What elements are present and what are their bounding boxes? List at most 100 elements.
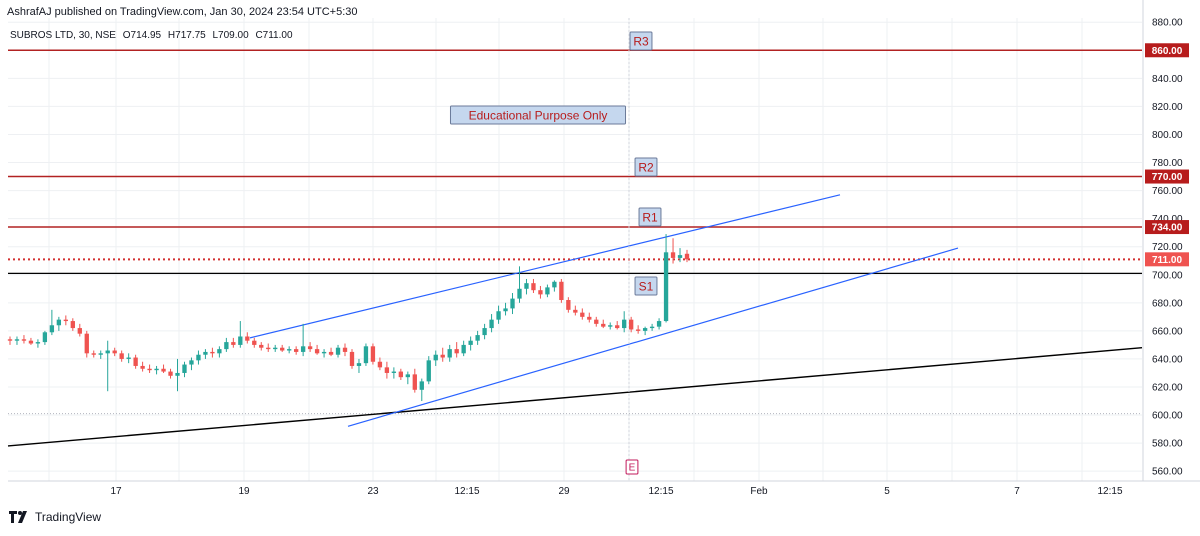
candle-body xyxy=(77,328,82,334)
candle xyxy=(384,361,390,379)
educational-note: Educational Purpose Only xyxy=(449,105,627,125)
candle-body xyxy=(622,319,627,329)
candle xyxy=(203,349,208,359)
candle xyxy=(622,311,627,333)
candle-body xyxy=(405,374,410,378)
candle xyxy=(287,346,292,354)
candle xyxy=(231,337,236,348)
candle xyxy=(84,330,89,358)
price-tag-r1: 734.00 xyxy=(1145,220,1189,235)
grid xyxy=(8,18,1142,481)
candle-body xyxy=(677,255,683,258)
footer: TradingView xyxy=(0,503,1200,531)
candle xyxy=(328,347,334,357)
candle-body xyxy=(608,325,613,327)
candle-body xyxy=(629,319,634,330)
candle xyxy=(447,344,452,362)
candle-body xyxy=(433,354,438,361)
candle xyxy=(615,321,620,330)
candle-body xyxy=(656,321,662,327)
candle xyxy=(552,280,557,292)
candle-body xyxy=(496,311,501,320)
candle xyxy=(133,354,138,369)
candle-body xyxy=(391,371,397,373)
event-marker: E xyxy=(625,459,639,475)
candle xyxy=(293,346,299,355)
candle-body xyxy=(489,319,494,329)
ohlc-open: O714.95 xyxy=(122,30,162,41)
price-tag-last-text: 711.00 xyxy=(1152,255,1182,266)
candle xyxy=(280,344,285,352)
s1-label-text: S1 xyxy=(639,279,654,293)
candle-body xyxy=(300,346,306,352)
candle xyxy=(440,347,445,362)
candle-body xyxy=(594,319,599,324)
candle-body xyxy=(217,349,222,354)
candle xyxy=(594,316,599,327)
candle-body xyxy=(566,300,571,310)
candle-body xyxy=(314,349,320,354)
channel-lower xyxy=(347,247,959,427)
price-tag-last: 711.00 xyxy=(1145,252,1189,267)
candle-body xyxy=(454,349,459,354)
candle-body xyxy=(196,354,201,361)
axes: 880.00 860.00 840.00 820.00 800.00 780.00 760.… xyxy=(8,0,1200,497)
y-tick-label: 720.00 xyxy=(1152,242,1183,253)
candle-body xyxy=(231,342,236,345)
candle xyxy=(677,248,683,263)
candle xyxy=(91,350,96,358)
candle-body xyxy=(154,368,159,371)
candle-body xyxy=(328,351,334,355)
price-tag-r2: 770.00 xyxy=(1145,169,1189,184)
candle-body xyxy=(398,371,404,378)
candle-body xyxy=(461,344,466,354)
r1-label-text: R1 xyxy=(642,210,658,224)
candle-body xyxy=(7,339,13,341)
y-tick-label: 560.00 xyxy=(1152,467,1183,478)
candle xyxy=(321,349,327,358)
r3-label-box xyxy=(629,31,653,51)
r1-label-box xyxy=(638,207,662,227)
candle-body xyxy=(580,312,585,317)
candle xyxy=(419,378,424,402)
candle xyxy=(63,315,68,326)
x-tick-label: 17 xyxy=(110,486,122,497)
candle-body xyxy=(384,367,390,373)
trendline xyxy=(7,347,1143,447)
candle xyxy=(656,318,662,330)
candle xyxy=(7,336,13,345)
published-header: AshrafAJ published on TradingView.com, J… xyxy=(7,6,358,18)
candle-body xyxy=(552,281,557,288)
candle xyxy=(649,323,655,331)
r3-label: R3 xyxy=(629,31,653,51)
candle xyxy=(105,340,110,392)
candle-body xyxy=(126,357,131,359)
ohlc-close: C711.00 xyxy=(255,30,293,41)
candle xyxy=(217,346,222,358)
footer-brand[interactable]: TradingView xyxy=(35,510,102,524)
y-tick-label: 600.00 xyxy=(1152,411,1183,422)
candle-body xyxy=(370,346,376,362)
candle-body xyxy=(287,349,292,351)
candle xyxy=(175,358,180,392)
candle-body xyxy=(573,309,578,313)
candle xyxy=(475,330,480,345)
candle xyxy=(21,335,27,344)
candle-body xyxy=(161,368,166,372)
drawings xyxy=(7,18,1143,481)
candle xyxy=(252,337,257,348)
s1-label-box xyxy=(634,276,658,296)
symbol-info: SUBROS LTD, 30, NSE O714.95 H717.75 L709… xyxy=(10,30,297,41)
candle xyxy=(56,316,62,331)
x-tick-label: Feb xyxy=(750,486,768,497)
tradingview-logo-icon[interactable] xyxy=(9,510,29,524)
y-tick-label: 740.00 xyxy=(1152,214,1183,225)
candle-body xyxy=(482,328,487,336)
candle-body xyxy=(475,335,480,341)
candle xyxy=(684,249,690,263)
y-tick-label: 580.00 xyxy=(1152,439,1183,450)
price-tag-r3: 860.00 xyxy=(1145,43,1189,58)
price-tag-r3-bg xyxy=(1145,43,1189,58)
